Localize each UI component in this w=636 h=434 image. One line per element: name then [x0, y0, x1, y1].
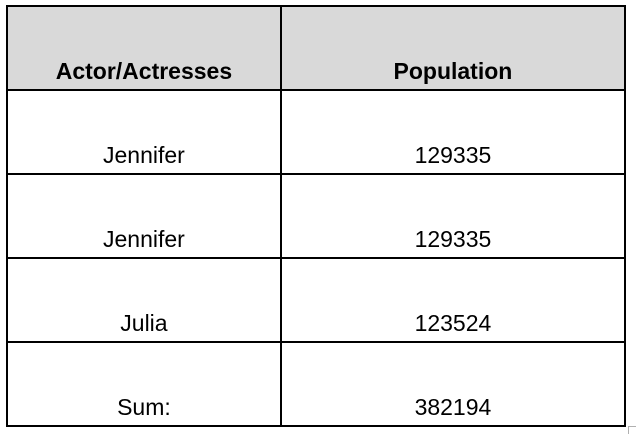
- header-row: Actor/Actresses Population: [6, 5, 627, 91]
- resize-handle-icon: [628, 426, 636, 434]
- sum-label: Sum:: [6, 341, 282, 427]
- cell-actor: Julia: [6, 257, 282, 343]
- table-row: Jennifer 129335: [6, 89, 627, 175]
- header-population: Population: [279, 5, 627, 91]
- data-table: Actor/Actresses Population Jennifer 1293…: [6, 5, 627, 427]
- table-row: Jennifer 129335: [6, 173, 627, 259]
- table-row: Julia 123524: [6, 257, 627, 343]
- cell-population: 129335: [279, 89, 627, 175]
- sum-value: 382194: [279, 341, 627, 427]
- sum-row: Sum: 382194: [6, 341, 627, 427]
- cell-population: 123524: [279, 257, 627, 343]
- cell-actor: Jennifer: [6, 89, 282, 175]
- cell-population: 129335: [279, 173, 627, 259]
- header-actor-actresses: Actor/Actresses: [6, 5, 282, 91]
- cell-actor: Jennifer: [6, 173, 282, 259]
